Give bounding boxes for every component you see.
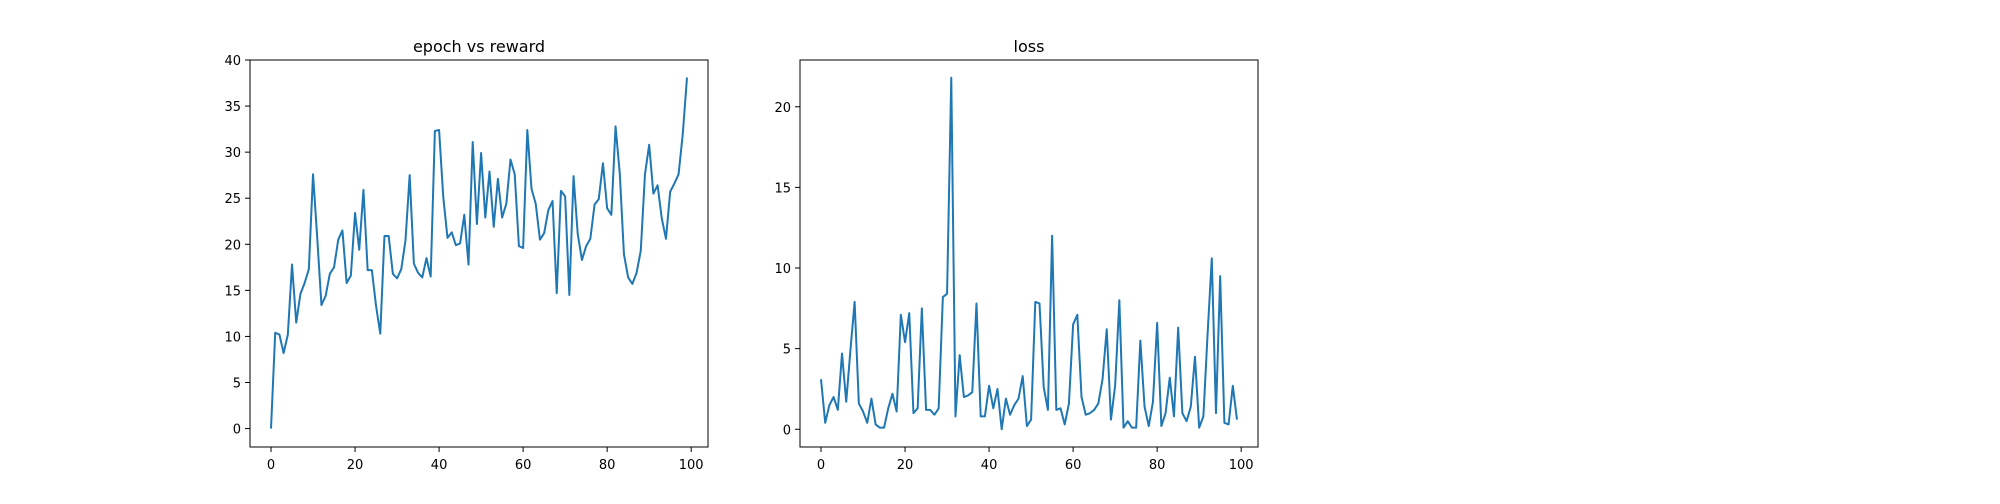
y-tick-label: 20 xyxy=(774,101,791,116)
series-line xyxy=(270,77,688,429)
chart-title: loss xyxy=(1014,37,1045,56)
y-tick-label: 5 xyxy=(783,343,791,358)
y-tick-label: 0 xyxy=(233,423,241,438)
x-tick-label: 80 xyxy=(1149,458,1166,473)
x-tick-label: 60 xyxy=(1065,458,1082,473)
x-tick-label: 40 xyxy=(981,458,998,473)
y-tick-label: 15 xyxy=(224,284,241,299)
x-tick-label: 0 xyxy=(817,458,825,473)
plot-frame xyxy=(799,59,1259,448)
chart-epoch-vs-reward: epoch vs reward 0 20 40 60 80 100 0 5 10 15 20 25 30… xyxy=(224,37,709,473)
y-tick-label: 25 xyxy=(224,192,241,207)
x-tick-label: 60 xyxy=(515,458,532,473)
y-tick-label: 20 xyxy=(224,238,241,253)
x-tick-label: 20 xyxy=(347,458,364,473)
plot-frame xyxy=(249,59,709,448)
y-tick-label: 0 xyxy=(783,423,791,438)
chart-loss: loss 0 20 40 60 80 100 0 5 10 15 20 xyxy=(774,37,1259,473)
x-tick-label: 100 xyxy=(1229,458,1254,473)
y-tick-label: 5 xyxy=(233,377,241,392)
x-tick-label: 20 xyxy=(897,458,914,473)
x-tick-label: 100 xyxy=(679,458,704,473)
y-tick-label: 35 xyxy=(224,100,241,115)
x-tick-label: 0 xyxy=(267,458,275,473)
y-tick-label: 15 xyxy=(774,181,791,196)
y-tick-label: 30 xyxy=(224,146,241,161)
x-tick-label: 80 xyxy=(599,458,616,473)
series-line xyxy=(820,76,1238,431)
y-tick-label: 40 xyxy=(224,54,241,69)
chart-title: epoch vs reward xyxy=(413,37,545,56)
y-tick-label: 10 xyxy=(774,262,791,277)
y-tick-label: 10 xyxy=(224,330,241,345)
x-tick-label: 40 xyxy=(431,458,448,473)
